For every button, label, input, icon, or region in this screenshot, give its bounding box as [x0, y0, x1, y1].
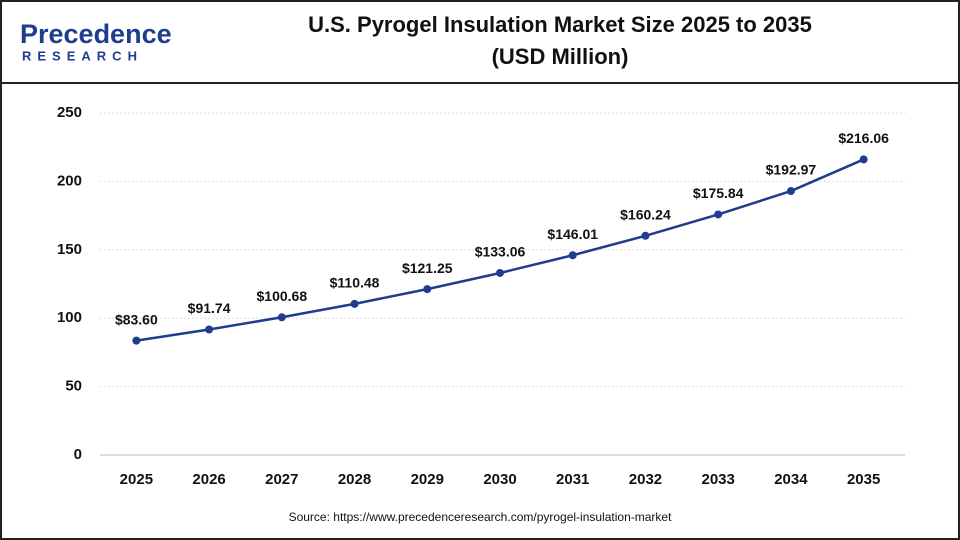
value-label: $175.84 [693, 185, 744, 201]
y-tick-label: 100 [57, 309, 82, 326]
y-tick-label: 50 [65, 378, 82, 395]
x-tick-label: 2026 [192, 471, 225, 488]
value-label: $83.60 [115, 311, 158, 327]
value-label: $91.74 [188, 300, 231, 316]
value-label: $133.06 [475, 244, 526, 260]
value-label: $100.68 [257, 288, 308, 304]
x-tick-label: 2025 [120, 471, 153, 488]
x-tick-label: 2027 [265, 471, 298, 488]
point [714, 210, 723, 219]
x-tick-label: 2031 [556, 471, 589, 488]
point [641, 231, 650, 240]
x-tick-label: 2035 [847, 471, 880, 488]
point [423, 285, 432, 294]
x-tick-label: 2032 [629, 471, 662, 488]
x-tick-label: 2030 [483, 471, 516, 488]
point [350, 299, 359, 308]
x-tick-label: 2029 [411, 471, 444, 488]
x-tick-label: 2033 [701, 471, 734, 488]
point [568, 251, 577, 260]
value-label: $121.25 [402, 260, 453, 276]
point [786, 187, 795, 196]
y-tick-label: 150 [57, 241, 82, 258]
point [132, 336, 141, 345]
value-label: $192.97 [766, 162, 817, 178]
point [496, 268, 504, 277]
y-tick-label: 200 [57, 172, 82, 189]
y-tick-label: 0 [74, 446, 82, 463]
logo-name: Precedence [20, 19, 172, 49]
point [859, 155, 868, 164]
value-label: $216.06 [838, 130, 889, 146]
chart-subtitle: (USD Million) [492, 44, 629, 69]
value-label: $110.48 [330, 275, 380, 291]
source: Source: https://www.precedenceresearch.c… [289, 510, 673, 524]
value-label: $160.24 [620, 206, 671, 222]
chart-title: U.S. Pyrogel Insulation Market Size 2025… [308, 12, 812, 37]
y-tick-label: 250 [57, 104, 82, 121]
value-label: $146.01 [547, 226, 598, 242]
logo-tagline: RESEARCH [22, 48, 143, 63]
point [205, 325, 214, 334]
x-tick-label: 2028 [338, 471, 371, 488]
point [277, 313, 286, 322]
x-tick-label: 2034 [774, 471, 808, 488]
